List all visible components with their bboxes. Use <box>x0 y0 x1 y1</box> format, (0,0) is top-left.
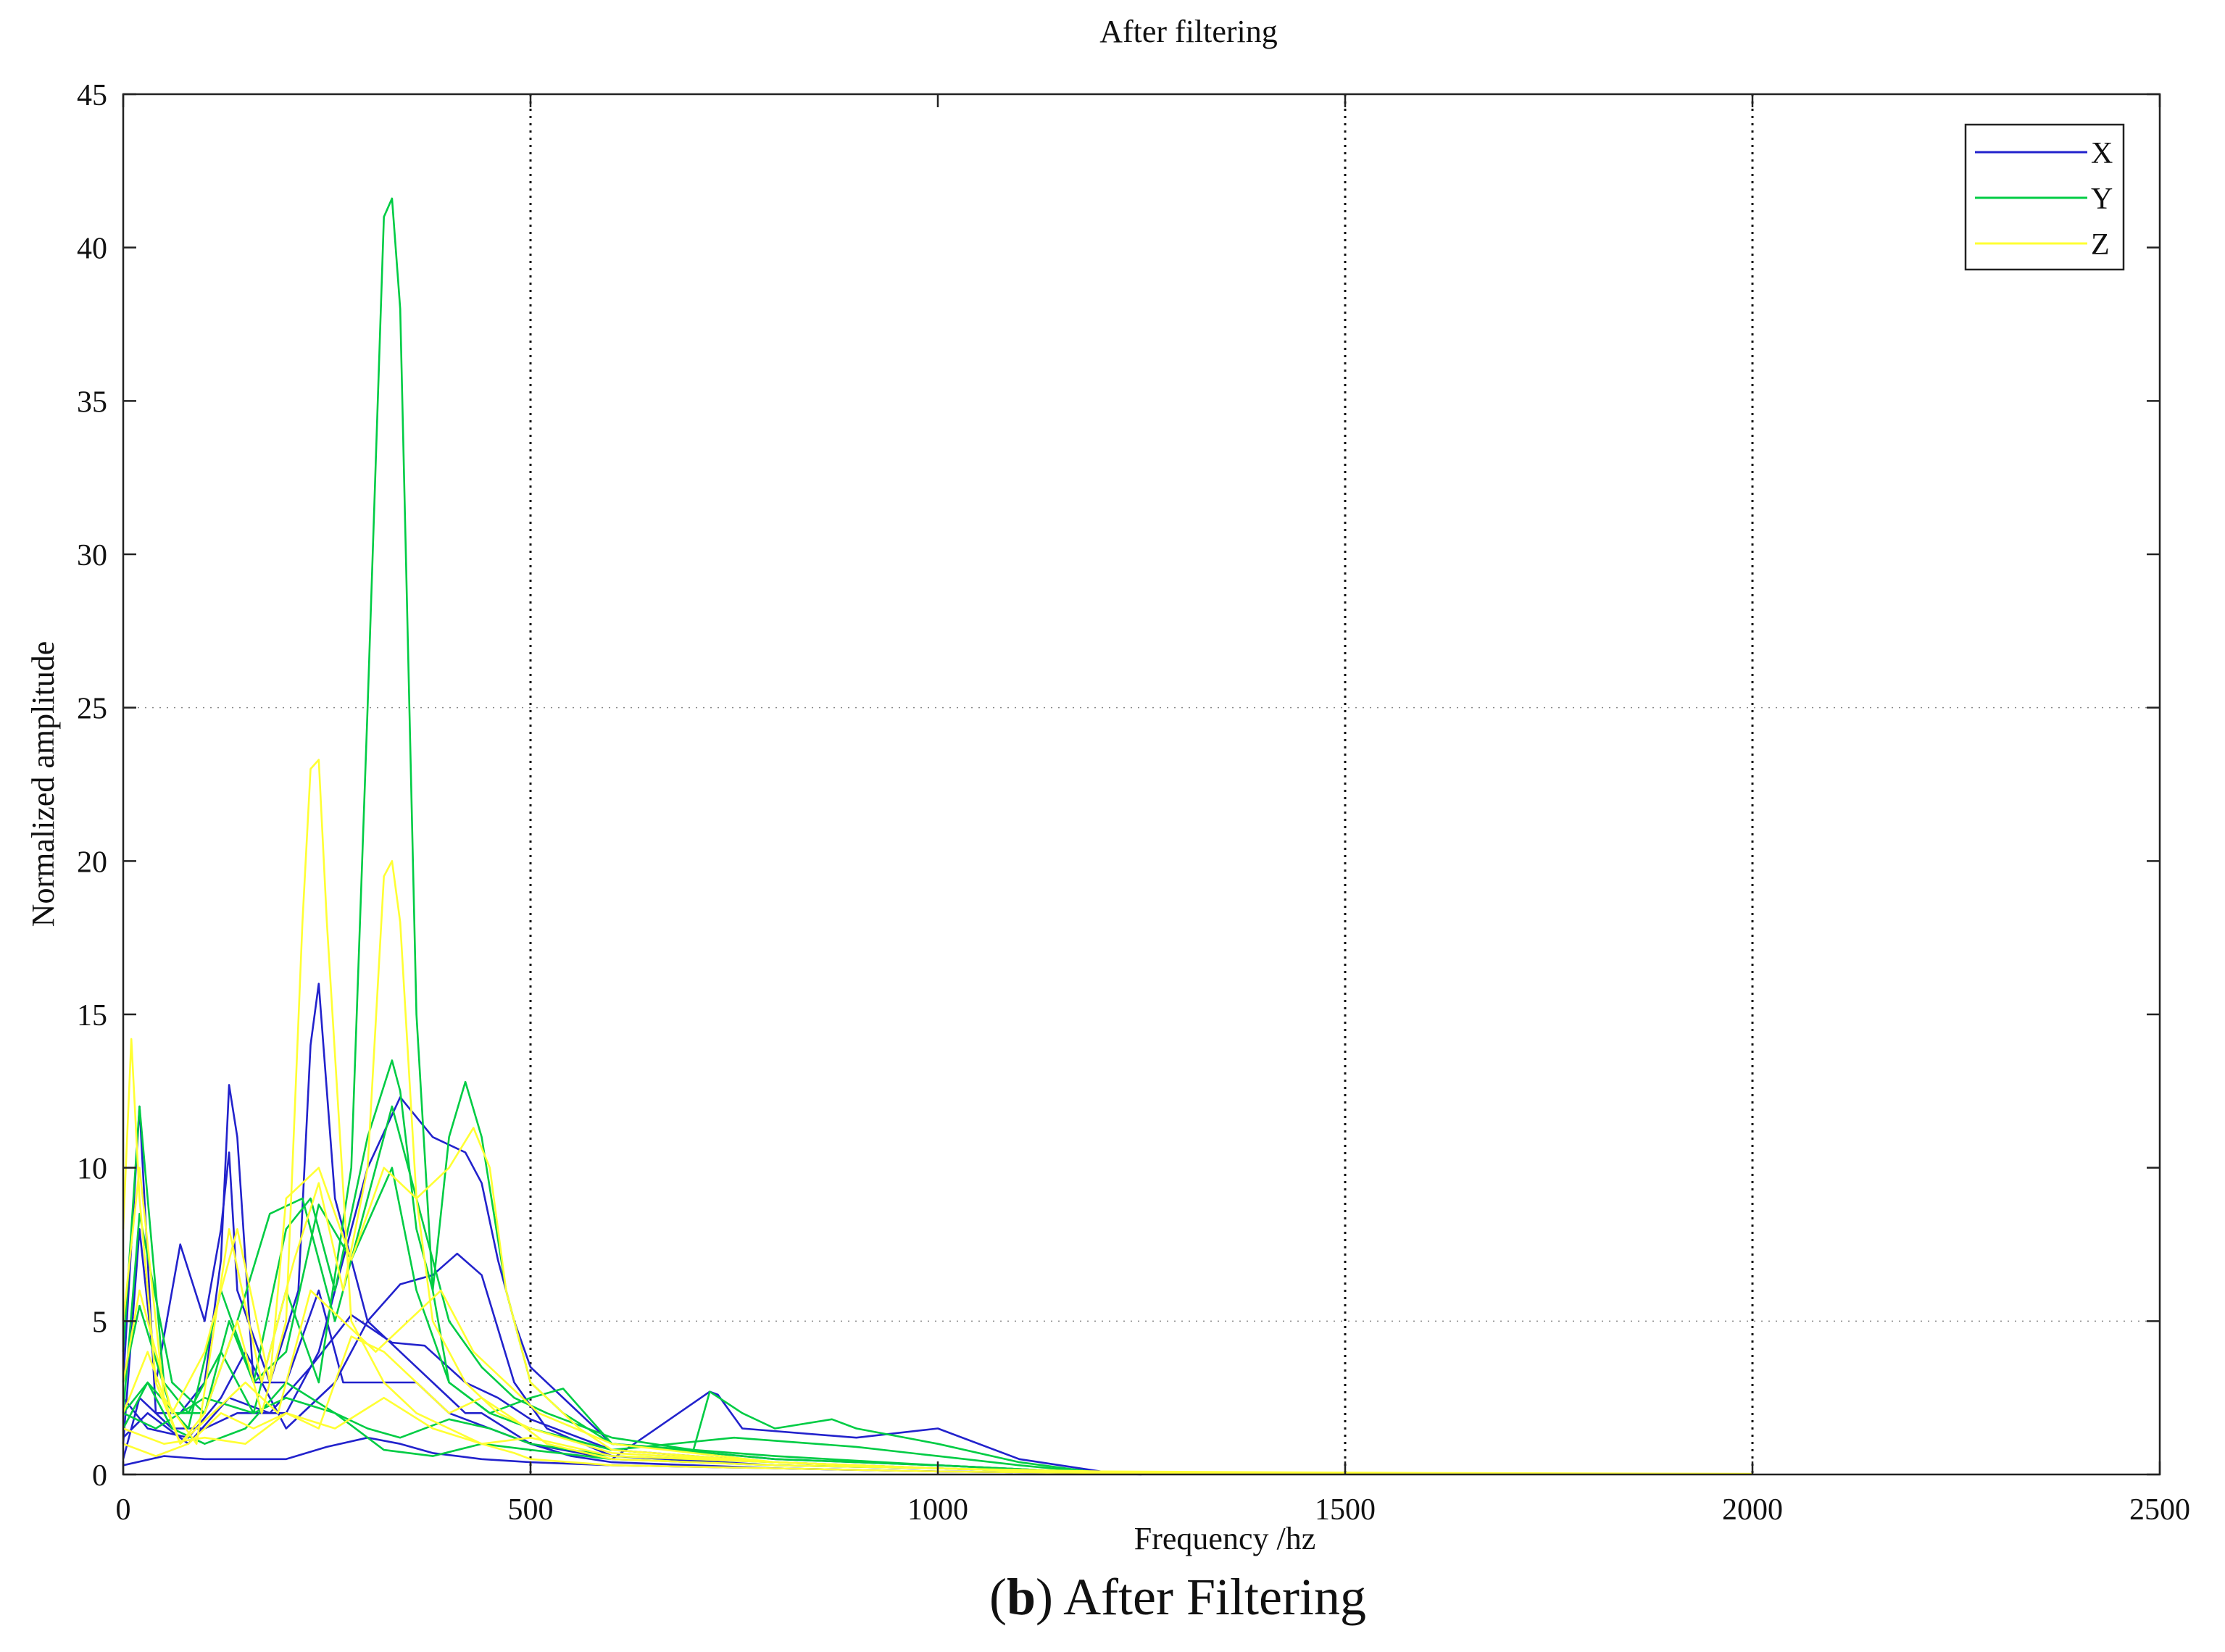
x-axis-ticks: 0 500 1000 1500 2000 2500 <box>116 94 2190 1527</box>
y-tick-label-15: 15 <box>77 999 107 1032</box>
plot-frame <box>122 93 2161 1476</box>
x-tick-label-2500: 2500 <box>2129 1493 2190 1527</box>
y-tick-label-5: 5 <box>92 1306 107 1339</box>
y-axis-label: Normalized amplitude <box>25 641 61 927</box>
y-tick-label-20: 20 <box>77 846 107 879</box>
y-tick-label-40: 40 <box>77 233 107 266</box>
x-tick-label-500: 500 <box>508 1493 554 1527</box>
x-tick-label-0: 0 <box>116 1493 131 1527</box>
legend-entries: XYZ <box>1975 137 2113 262</box>
chart-title: After filtering <box>1099 14 1278 49</box>
y-tick-label-0: 0 <box>92 1459 107 1493</box>
x-tick-label-1000: 1000 <box>907 1493 968 1527</box>
caption-text: After Filtering <box>1063 1568 1366 1626</box>
y-tick-label-10: 10 <box>77 1153 107 1186</box>
y-axis-ticks: 0 5 10 15 20 25 30 35 40 45 <box>77 79 2160 1493</box>
gridlines <box>123 94 2160 1474</box>
x-tick-label-2000: 2000 <box>1722 1493 1783 1527</box>
series-line-z-18 <box>122 1396 1101 1474</box>
y-tick-label-45: 45 <box>77 79 107 112</box>
x-tick-label-1500: 1500 <box>1315 1493 1376 1527</box>
series-line-z-15 <box>122 1127 1101 1474</box>
y-tick-label-25: 25 <box>77 693 107 726</box>
series-lines <box>122 197 1753 1476</box>
y-tick-label-30: 30 <box>77 539 107 572</box>
figure-caption: (b) After Filtering <box>989 1568 1366 1626</box>
series-line-x-3 <box>122 1096 1101 1474</box>
legend-label-z: Z <box>2091 228 2110 262</box>
y-tick-label-35: 35 <box>77 385 107 419</box>
caption-letter: b <box>1007 1568 1036 1626</box>
x-axis-label: Frequency /hz <box>1134 1521 1315 1556</box>
legend: XYZ <box>1964 123 2125 271</box>
legend-label-x: X <box>2091 137 2113 170</box>
series-line-z-17 <box>122 1335 1101 1474</box>
legend-label-y: Y <box>2091 183 2113 216</box>
series-line-y-8 <box>122 1059 1101 1474</box>
series-line-z-16 <box>122 1289 1101 1474</box>
